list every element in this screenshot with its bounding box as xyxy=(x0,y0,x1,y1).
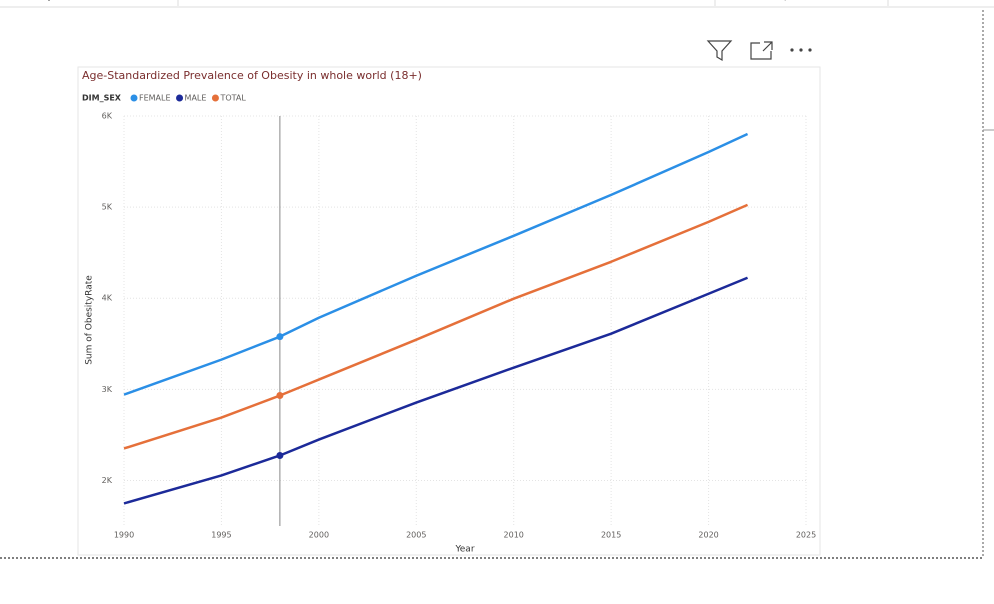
series-line xyxy=(123,276,749,505)
series-line xyxy=(123,203,749,450)
visual-container[interactable] xyxy=(77,66,821,556)
y-tick-label: 6K xyxy=(102,112,113,121)
x-axis-title: Year xyxy=(454,545,474,555)
legend-marker xyxy=(176,94,184,102)
hover-point xyxy=(276,333,284,341)
x-tick-label: 2010 xyxy=(504,531,524,540)
hover-point xyxy=(276,392,284,400)
focus-mode-icon[interactable] xyxy=(750,41,773,60)
legend-title: DIM_SEX xyxy=(82,94,122,103)
y-tick-label: 4K xyxy=(102,294,113,303)
hover-point xyxy=(276,451,284,459)
ribbon-group-label: Data xyxy=(432,0,458,2)
x-tick-label: 2020 xyxy=(698,531,718,540)
chart-title: Age-Standardized Prevalence of Obesity i… xyxy=(82,69,422,82)
legend-marker xyxy=(211,94,219,102)
x-tick-label: 2025 xyxy=(796,531,816,540)
y-tick-label: 2K xyxy=(102,476,113,485)
x-tick-label: 2015 xyxy=(601,531,621,540)
ribbon-group-label: Queries xyxy=(779,0,822,2)
y-axis-title: Sum of ObesityRate xyxy=(85,275,95,365)
x-tick-label: 2005 xyxy=(406,531,426,540)
more-options-icon[interactable] xyxy=(790,48,812,52)
x-tick-label: 2000 xyxy=(309,531,329,540)
legend-marker xyxy=(130,94,138,102)
x-tick-label: 1990 xyxy=(114,531,134,540)
ribbon-group-label: Clipboard xyxy=(34,0,87,2)
legend-label: MALE xyxy=(185,94,207,103)
legend-label: TOTAL xyxy=(219,94,246,103)
y-tick-label: 5K xyxy=(102,203,113,212)
y-tick-label: 3K xyxy=(102,385,113,394)
legend-label: FEMALE xyxy=(139,94,171,103)
x-tick-label: 1995 xyxy=(211,531,231,540)
series-line xyxy=(123,132,749,396)
filter-icon[interactable] xyxy=(706,40,733,62)
